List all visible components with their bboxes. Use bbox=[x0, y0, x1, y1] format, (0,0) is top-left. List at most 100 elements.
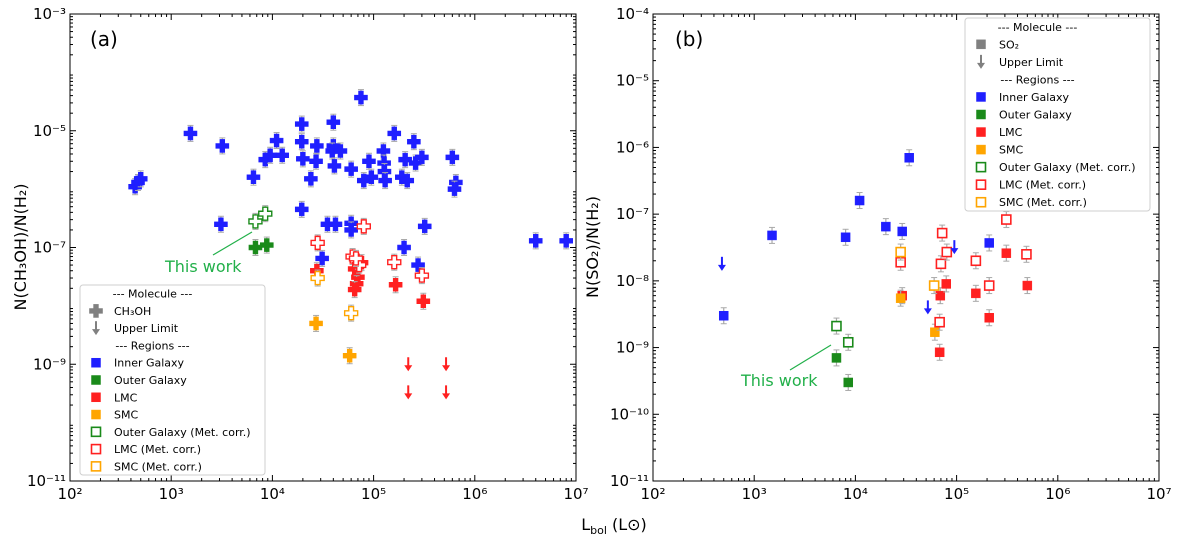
legend-marker bbox=[976, 39, 986, 50]
legend-marker bbox=[977, 54, 985, 69]
point-inner-galaxy bbox=[897, 226, 907, 237]
point-inner-galaxy bbox=[840, 232, 851, 243]
legend-entry-lmc-met-corr: LMC (Met. corr.) bbox=[975, 179, 1086, 192]
point-outer-galaxy bbox=[259, 238, 274, 252]
y-axis-label-a: N(CH₃OH)/N(H₂) bbox=[11, 184, 30, 311]
panel-label-b: (b) bbox=[675, 27, 703, 51]
legend-marker bbox=[976, 109, 986, 120]
point-lmc bbox=[971, 288, 981, 299]
point-inner-galaxy bbox=[415, 150, 429, 165]
point-upper-limit bbox=[950, 240, 959, 255]
point-inner-galaxy bbox=[395, 170, 409, 185]
data-marks-b bbox=[717, 149, 1033, 391]
y-tick-label: 10⁻⁹ bbox=[616, 339, 649, 357]
y-tick-label: 10⁻⁵ bbox=[33, 122, 66, 140]
point-lmc bbox=[1022, 280, 1033, 291]
y-tick-label: 10⁻⁷ bbox=[33, 239, 66, 257]
point-lmc-met-corr bbox=[941, 246, 953, 258]
x-tick-label: 10⁵ bbox=[361, 485, 386, 503]
x-tick-label: 10⁵ bbox=[944, 485, 969, 503]
point-inner-galaxy bbox=[376, 144, 391, 158]
y-tick-label: 10⁻¹⁰ bbox=[610, 405, 649, 423]
point-inner-galaxy bbox=[215, 139, 230, 153]
point-inner-galaxy bbox=[445, 150, 460, 165]
legend-label: SO₂ bbox=[999, 38, 1019, 51]
legend-label: LMC (Met. corr.) bbox=[114, 443, 201, 456]
y-tick-label: 10⁻³ bbox=[33, 5, 66, 23]
point-upper-limit bbox=[923, 300, 932, 315]
legend-header: --- Molecule --- bbox=[998, 21, 1078, 34]
point-upper-limit bbox=[404, 385, 413, 400]
point-lmc-met-corr bbox=[934, 316, 945, 328]
point-inner-galaxy bbox=[333, 144, 348, 158]
point-upper-limit bbox=[404, 357, 413, 372]
y-tick-label: 10⁻¹¹ bbox=[610, 472, 649, 490]
point-inner-galaxy bbox=[315, 251, 329, 266]
point-inner-galaxy bbox=[397, 240, 411, 255]
legend-marker bbox=[976, 127, 986, 137]
legend-a: --- Molecule --- CH₃OH Upper Limit --- Regi… bbox=[79, 284, 266, 476]
legend-label: Upper Limit bbox=[114, 322, 179, 335]
legend-label: SMC bbox=[114, 409, 138, 422]
point-inner-galaxy bbox=[309, 154, 323, 169]
point-lmc-met-corr bbox=[983, 280, 995, 291]
point-lmc bbox=[416, 294, 431, 309]
legend-label: Inner Galaxy bbox=[114, 357, 185, 370]
legend-label: Outer Galaxy (Met. corr.) bbox=[999, 161, 1136, 174]
point-inner-galaxy bbox=[328, 217, 343, 232]
point-inner-galaxy bbox=[344, 223, 358, 237]
point-smc-met-corr bbox=[310, 270, 325, 286]
legend-entry-outer-galaxy: Outer Galaxy bbox=[91, 374, 187, 387]
legend-entry-regions: --- Regions --- bbox=[1000, 73, 1074, 86]
annotation-line-a bbox=[212, 231, 253, 256]
point-inner-galaxy bbox=[214, 217, 228, 232]
point-lmc-met-corr bbox=[414, 268, 430, 283]
legend-label: SMC bbox=[999, 144, 1023, 157]
point-outer-galaxy bbox=[843, 377, 854, 388]
point-smc bbox=[342, 348, 357, 363]
point-inner-galaxy bbox=[718, 310, 729, 321]
point-lmc-met-corr bbox=[310, 235, 325, 251]
legend-entry-upper-limit: Upper Limit bbox=[92, 321, 179, 336]
legend-entry-smc-met-corr: SMC (Met. corr.) bbox=[90, 460, 202, 473]
legend-marker bbox=[975, 161, 987, 173]
point-inner-galaxy bbox=[528, 234, 543, 248]
legend-marker bbox=[92, 321, 100, 336]
x-axis-label-unit: (L⊙) bbox=[607, 515, 647, 534]
legend-marker bbox=[91, 375, 101, 385]
point-lmc bbox=[347, 282, 362, 297]
legend-marker bbox=[976, 92, 986, 102]
x-tick-label: 10² bbox=[57, 485, 82, 503]
legend-label: LMC bbox=[999, 126, 1023, 139]
point-lmc-met-corr bbox=[970, 255, 982, 267]
point-inner-galaxy bbox=[904, 153, 914, 163]
point-inner-galaxy bbox=[269, 133, 284, 148]
point-smc-met-corr bbox=[343, 305, 359, 321]
legend-marker bbox=[91, 357, 101, 368]
point-smc bbox=[930, 327, 940, 337]
legend-entry-inner-galaxy: Inner Galaxy bbox=[91, 357, 185, 370]
point-inner-galaxy bbox=[984, 238, 994, 248]
point-inner-galaxy bbox=[767, 230, 777, 241]
legend-entry-upper-limit: Upper Limit bbox=[977, 54, 1064, 69]
tick-labels-a: 10² 10³ 10⁴ 10⁵ 10⁶ 10⁷ 10⁻¹¹ 10⁻⁹ 10⁻⁷ 10⁻⁵ 10⁻³ bbox=[27, 5, 589, 503]
legend-marker bbox=[90, 426, 102, 438]
annotation-this-work-a: This work bbox=[164, 257, 242, 276]
x-tick-label: 10² bbox=[640, 485, 665, 503]
y-tick-label: 10⁻⁵ bbox=[616, 72, 649, 90]
point-smc-met-corr bbox=[928, 280, 940, 291]
legend-entry-molecule: --- Molecule --- bbox=[998, 21, 1078, 34]
legend-entry-smc: SMC bbox=[91, 409, 138, 422]
axis-ticks-b bbox=[652, 13, 1160, 482]
point-inner-galaxy bbox=[559, 234, 573, 248]
point-lmc bbox=[941, 279, 951, 289]
point-inner-galaxy bbox=[294, 134, 309, 149]
point-outer-galaxy-met-corr bbox=[842, 336, 854, 348]
point-outer-galaxy bbox=[831, 353, 842, 363]
point-inner-galaxy bbox=[326, 115, 341, 130]
point-outer-galaxy-met-corr bbox=[831, 320, 842, 332]
y-axis-label-b: N(SO₂)/N(H₂) bbox=[583, 196, 602, 298]
point-smc bbox=[895, 293, 906, 303]
y-tick-label: 10⁻⁶ bbox=[616, 138, 649, 156]
